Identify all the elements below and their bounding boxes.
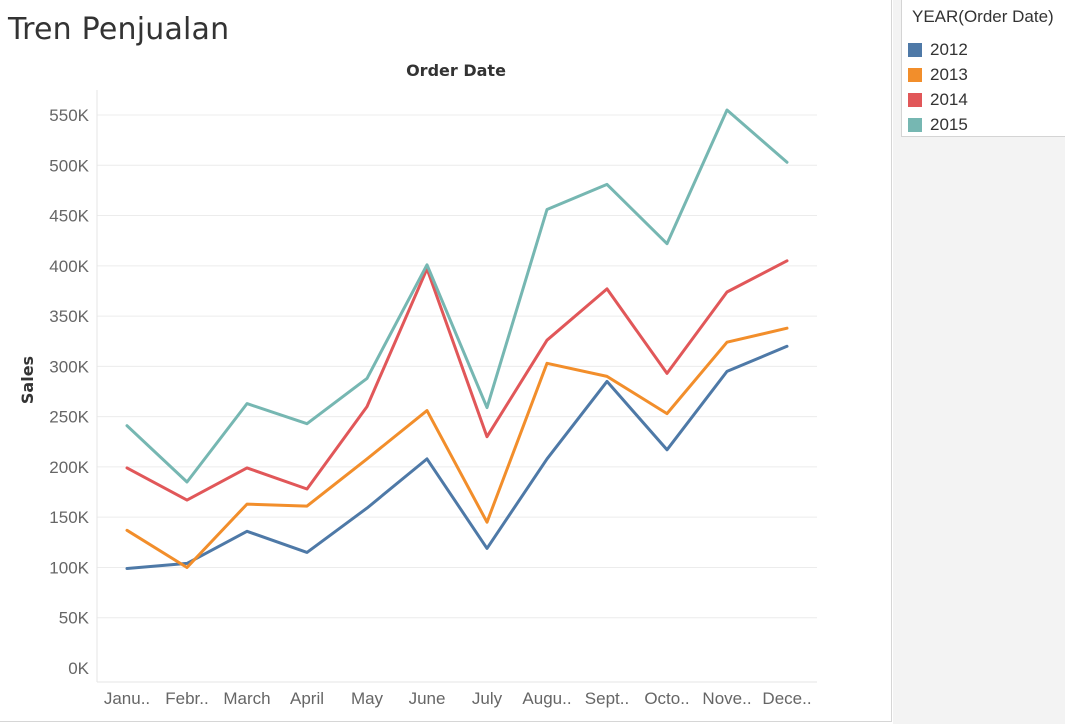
legend-label: 2015 (930, 115, 968, 134)
x-tick-label: Janu.. (104, 689, 150, 708)
x-tick-label: April (290, 689, 324, 708)
x-tick-label: Nove.. (702, 689, 751, 708)
y-tick-label: 250K (49, 408, 89, 427)
y-tick-label: 350K (49, 307, 89, 326)
y-tick-label: 500K (49, 156, 89, 175)
y-tick-label: 400K (49, 257, 89, 276)
line-chart[interactable]: Order Date Sales 0K 50K 100K 150K 200K 250K 30… (0, 0, 892, 722)
legend-item-2012[interactable]: 2012 (908, 39, 968, 61)
series-line-2012[interactable] (125, 344, 789, 570)
legend-swatch (908, 118, 922, 132)
x-tick-label: Sept.. (585, 689, 629, 708)
x-tick-label: June (409, 689, 446, 708)
y-tick-label: 550K (49, 106, 89, 125)
series-line-2013[interactable] (125, 326, 789, 569)
x-axis-ticks: Janu.. Febr.. March April May June July Augu.. S… (104, 689, 812, 708)
x-tick-label: Febr.. (165, 689, 208, 708)
x-tick-label: March (223, 689, 270, 708)
y-tick-label: 200K (49, 458, 89, 477)
legend-label: 2012 (930, 40, 968, 59)
series-line-2015[interactable] (125, 108, 789, 484)
y-tick-label: 450K (49, 207, 89, 226)
gridlines (96, 90, 817, 683)
y-axis-title: Sales (18, 356, 37, 404)
series-line-2014[interactable] (125, 259, 789, 502)
x-tick-label: July (472, 689, 503, 708)
x-tick-label: Augu.. (522, 689, 571, 708)
legend[interactable]: YEAR(Order Date) 2012 2013 2014 2015 (901, 0, 1065, 137)
y-tick-label: 150K (49, 508, 89, 527)
legend-swatch (908, 68, 922, 82)
x-axis-title: Order Date (406, 61, 506, 80)
series-lines (125, 108, 789, 570)
legend-item-2013[interactable]: 2013 (908, 64, 968, 86)
x-tick-label: May (351, 689, 384, 708)
legend-swatch (908, 93, 922, 107)
y-tick-label: 100K (49, 558, 89, 577)
y-tick-label: 0K (68, 659, 89, 678)
page-title: Tren Penjualan (8, 12, 230, 47)
y-tick-label: 50K (59, 609, 90, 628)
legend-swatch (908, 43, 922, 57)
legend-item-2014[interactable]: 2014 (908, 89, 968, 111)
legend-item-2015[interactable]: 2015 (908, 114, 968, 136)
worksheet-area (0, 0, 892, 722)
y-axis-ticks: 0K 50K 100K 150K 200K 250K 300K 350K 400K 450K 500… (49, 106, 89, 678)
legend-title: YEAR(Order Date) (912, 7, 1054, 26)
legend-label: 2014 (930, 90, 968, 109)
x-tick-label: Dece.. (762, 689, 811, 708)
legend-label: 2013 (930, 65, 968, 84)
x-tick-label: Octo.. (644, 689, 689, 708)
y-tick-label: 300K (49, 357, 89, 376)
